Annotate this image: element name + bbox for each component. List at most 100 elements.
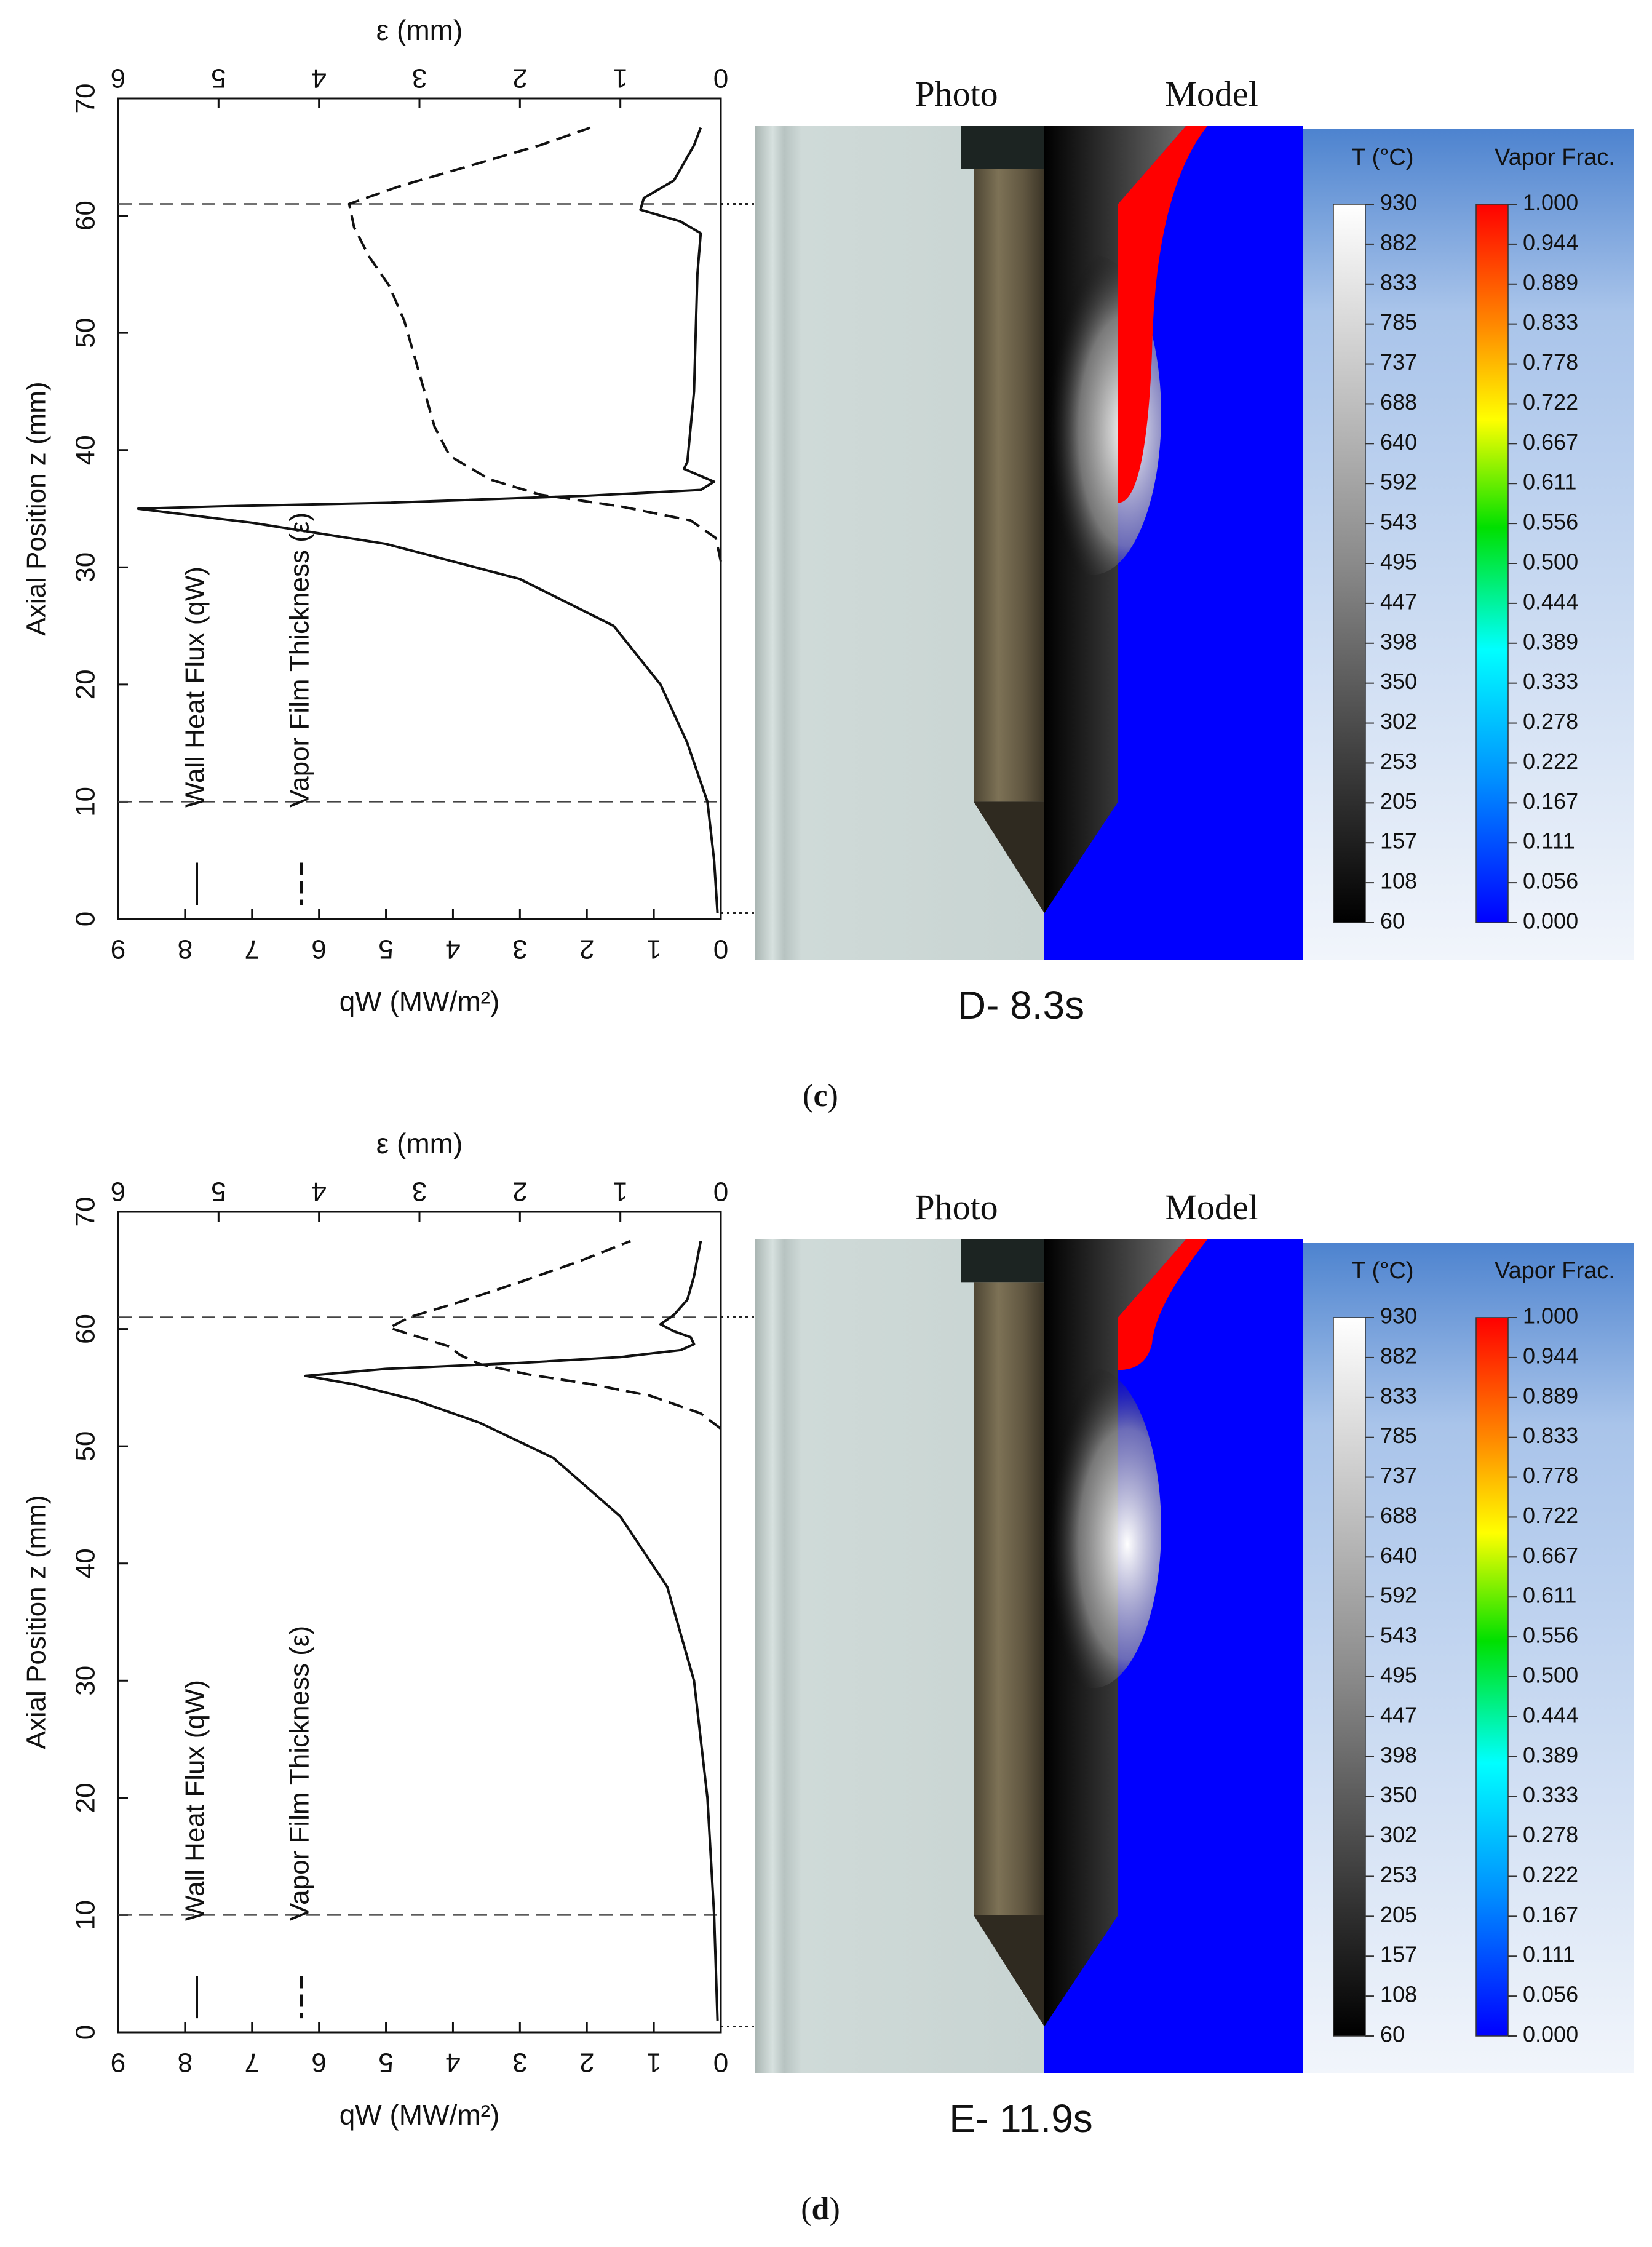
vapor-colorbar-label: 0.611 xyxy=(1523,1583,1576,1608)
t-colorbar-title: T (°C) xyxy=(1351,145,1413,170)
vapor-colorbar-label: 0.056 xyxy=(1523,1982,1578,2007)
vapor-colorbar-label: 0.944 xyxy=(1523,229,1578,255)
t-colorbar-label: 833 xyxy=(1380,1383,1417,1408)
vapor-colorbar xyxy=(1475,204,1509,923)
photo-sample-rod xyxy=(974,169,1044,802)
photo-model-comparison: Photo Model xyxy=(755,74,1303,960)
y-tick-label: 30 xyxy=(71,1666,101,1696)
panel-caption: (c) xyxy=(803,1078,838,1113)
vapor-colorbar xyxy=(1475,1317,1509,2037)
x-bottom-tick-label: 2 xyxy=(579,934,594,964)
legend-label: Vapor Film Thickness (ε) xyxy=(285,512,315,808)
t-colorbar-label: 205 xyxy=(1380,1902,1417,1927)
x-bottom-tick-label: 2 xyxy=(579,2047,594,2077)
y-tick-label: 60 xyxy=(71,201,101,231)
t-colorbar-label: 688 xyxy=(1380,1503,1417,1528)
vapor-colorbar-title: Vapor Frac. xyxy=(1495,145,1615,170)
x-bottom-tick-label: 8 xyxy=(178,934,193,964)
y-tick-label: 10 xyxy=(71,787,101,817)
photo-sample-tip xyxy=(974,801,1044,913)
vapor-colorbar-label: 0.500 xyxy=(1523,549,1578,575)
model-hot-region xyxy=(1026,1368,1161,1688)
t-colorbar-label: 253 xyxy=(1380,749,1417,774)
wall-heat-flux-line xyxy=(137,127,719,913)
t-colorbar-label: 640 xyxy=(1380,429,1417,455)
vapor-colorbar-label: 0.833 xyxy=(1523,309,1578,335)
x-top-tick-label: 1 xyxy=(613,63,627,93)
x-bottom-tick-label: 1 xyxy=(646,2047,661,2077)
y-axis-label: Axial Position z (mm) xyxy=(22,381,52,635)
x-top-tick-label: 6 xyxy=(111,1176,125,1206)
vapor-colorbar-label: 0.111 xyxy=(1523,829,1575,854)
t-colorbar-label: 205 xyxy=(1380,789,1417,814)
t-colorbar-label: 833 xyxy=(1380,269,1417,295)
t-colorbar-label: 350 xyxy=(1380,669,1417,694)
vapor-colorbar-label: 0.167 xyxy=(1523,1902,1578,1927)
t-colorbar-label: 640 xyxy=(1380,1543,1417,1568)
t-colorbar-label: 543 xyxy=(1380,1623,1417,1648)
t-colorbar-label: 930 xyxy=(1380,190,1417,215)
y-tick-label: 20 xyxy=(71,1783,101,1813)
x-bottom-axis-label: qW (MW/m²) xyxy=(340,985,500,1017)
x-top-tick-label: 3 xyxy=(412,1176,427,1206)
y-tick-label: 0 xyxy=(71,912,101,926)
vapor-colorbar-label: 0.278 xyxy=(1523,1822,1578,1847)
t-colorbar-title: T (°C) xyxy=(1351,1258,1413,1284)
wall-heat-flux-line xyxy=(304,1241,719,2021)
t-colorbar-label: 592 xyxy=(1380,1583,1417,1608)
time-label: E- 11.9s xyxy=(949,2096,1093,2141)
vapor-colorbar-label: 1.000 xyxy=(1523,1303,1578,1329)
vapor-colorbar-label: 0.500 xyxy=(1523,1663,1578,1688)
vapor-colorbar-label: 0.056 xyxy=(1523,869,1578,894)
x-bottom-tick-label: 9 xyxy=(111,2047,125,2077)
t-colorbar-label: 447 xyxy=(1380,1702,1417,1727)
photo-holder xyxy=(961,126,1044,169)
x-bottom-tick-label: 4 xyxy=(445,2047,460,2077)
t-colorbar-label: 108 xyxy=(1380,869,1417,894)
vapor-colorbar-label: 0.611 xyxy=(1523,469,1576,495)
x-top-tick-label: 0 xyxy=(713,1176,728,1206)
x-top-tick-label: 1 xyxy=(613,1176,627,1206)
y-tick-label: 60 xyxy=(71,1314,101,1344)
t-colorbar-label: 447 xyxy=(1380,589,1417,614)
y-tick-label: 70 xyxy=(71,1197,101,1227)
t-colorbar-label: 930 xyxy=(1380,1303,1417,1329)
t-colorbar-label: 350 xyxy=(1380,1782,1417,1807)
model-vapor-film xyxy=(1118,126,1207,503)
vapor-colorbar-label: 0.667 xyxy=(1523,1543,1578,1568)
colorbar-legends: T (°C) Vapor Frac. 930 882 833 785 737 688 640 59… xyxy=(1303,129,1634,960)
y-tick-label: 40 xyxy=(71,435,101,465)
t-colorbar-label: 495 xyxy=(1380,1663,1417,1688)
t-colorbar xyxy=(1333,204,1366,923)
vapor-colorbar-label: 0.556 xyxy=(1523,509,1578,535)
vapor-colorbar-label: 0.000 xyxy=(1523,2022,1578,2047)
photo-model-comparison: Photo Model xyxy=(755,1187,1303,2073)
vapor-colorbar-label: 0.889 xyxy=(1523,269,1578,295)
t-colorbar-label: 157 xyxy=(1380,829,1417,854)
x-bottom-tick-label: 7 xyxy=(245,934,260,964)
photo-label: Photo xyxy=(915,1187,998,1227)
x-top-tick-label: 4 xyxy=(311,63,326,93)
t-colorbar-label: 398 xyxy=(1380,1742,1417,1767)
x-bottom-tick-label: 1 xyxy=(646,934,661,964)
photo-label: Photo xyxy=(915,74,998,114)
vapor-colorbar-label: 0.167 xyxy=(1523,789,1578,814)
x-top-tick-label: 2 xyxy=(512,1176,527,1206)
t-colorbar-label: 882 xyxy=(1380,1343,1417,1368)
x-top-tick-label: 5 xyxy=(211,1176,226,1206)
vapor-colorbar-label: 0.444 xyxy=(1523,589,1578,614)
vapor-colorbar-label: 0.444 xyxy=(1523,1702,1578,1727)
legend-label: Vapor Film Thickness (ε) xyxy=(285,1626,315,1921)
x-bottom-tick-label: 8 xyxy=(178,2047,193,2077)
x-bottom-tick-label: 3 xyxy=(512,934,527,964)
x-bottom-tick-label: 7 xyxy=(245,2047,260,2077)
legend-label: Wall Heat Flux (qW) xyxy=(180,1680,210,1921)
vapor-colorbar-label: 0.222 xyxy=(1523,1862,1578,1887)
y-tick-label: 10 xyxy=(71,1900,101,1930)
t-colorbar-label: 495 xyxy=(1380,549,1417,575)
vapor-colorbar-label: 1.000 xyxy=(1523,190,1578,215)
t-colorbar-label: 302 xyxy=(1380,709,1417,734)
x-bottom-tick-label: 0 xyxy=(713,934,728,964)
